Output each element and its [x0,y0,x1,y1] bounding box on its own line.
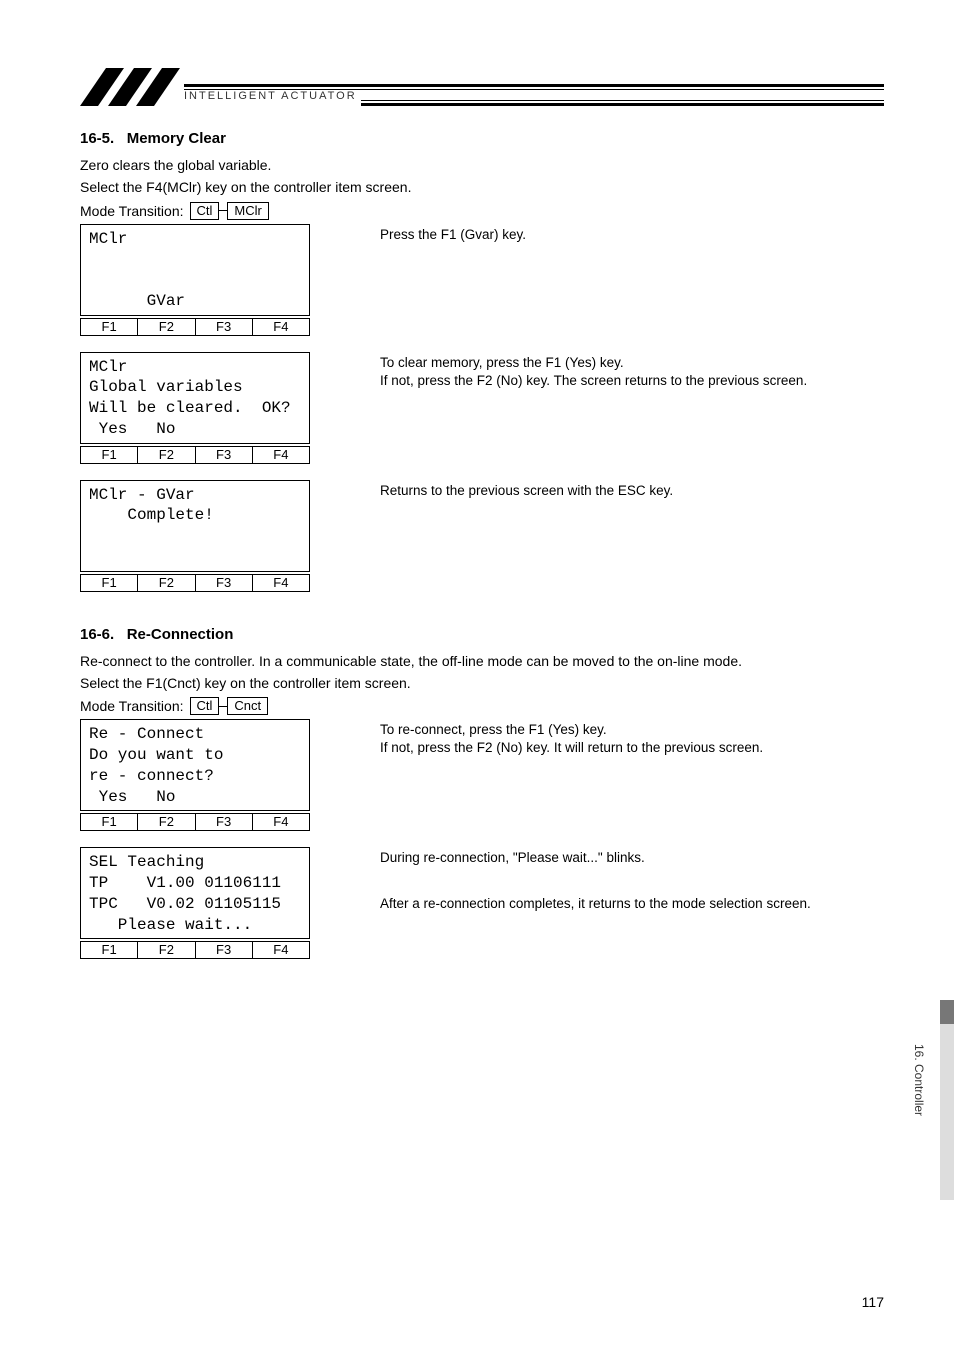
desc-b2-line1: During re-connection, "Please wait..." b… [380,849,884,867]
mode-transition-a: Mode Transition: Ctl MClr [80,202,884,220]
fkey-f3[interactable]: F3 [196,941,253,959]
fkey-row-b1: F1 F2 F3 F4 [80,813,310,831]
fkey-f2[interactable]: F2 [138,446,195,464]
logo-slashes-icon [80,68,180,106]
fkey-row-a2: F1 F2 F3 F4 [80,446,310,464]
fkey-row-a1: F1 F2 F3 F4 [80,318,310,336]
section-a-title: 16-5. Memory Clear [80,130,884,147]
lcd-b2: SEL Teaching TP V1.00 01106111 TPC V0.02… [80,847,310,939]
fkey-row-b2: F1 F2 F3 F4 [80,941,310,959]
mode-box-cnct: Cnct [227,697,268,715]
header-logo-row: INTELLIGENT ACTUATOR [80,68,884,106]
fkey-f2[interactable]: F2 [138,574,195,592]
section-b-title: 16-6. Re-Connection [80,626,884,643]
desc-a2: To clear memory, press the F1 (Yes) key.… [380,352,884,390]
fkey-f2[interactable]: F2 [138,318,195,336]
brand-text: INTELLIGENT ACTUATOR [184,90,357,106]
mode-box-ctl-a: Ctl [190,202,220,220]
fkey-f3[interactable]: F3 [196,318,253,336]
fkey-f1[interactable]: F1 [80,941,138,959]
section-b-num: 16-6. [80,626,114,643]
desc-b1: To re-connect, press the F1 (Yes) key. I… [380,719,884,757]
section-a-intro1: Zero clears the global variable. [80,155,884,175]
mode-label-a: Mode Transition: [80,203,184,219]
fkey-f4[interactable]: F4 [253,446,310,464]
mode-sep-icon [219,706,227,707]
mode-label-b: Mode Transition: [80,698,184,714]
fkey-f3[interactable]: F3 [196,574,253,592]
mode-sep-icon [219,210,227,211]
fkey-row-a3: F1 F2 F3 F4 [80,574,310,592]
fkey-f1[interactable]: F1 [80,318,138,336]
lcd-b1: Re - Connect Do you want to re - connect… [80,719,310,811]
fkey-f2[interactable]: F2 [138,941,195,959]
fkey-f2[interactable]: F2 [138,813,195,831]
mode-box-mclr: MClr [227,202,268,220]
desc-a1: Press the F1 (Gvar) key. [380,224,884,244]
fkey-f4[interactable]: F4 [253,941,310,959]
mode-box-ctl-b: Ctl [190,697,220,715]
fkey-f4[interactable]: F4 [253,318,310,336]
section-b-intro2: Select the F1(Cnct) key on the controlle… [80,673,884,693]
lcd-a1: MClr GVar [80,224,310,316]
fkey-f1[interactable]: F1 [80,574,138,592]
desc-b2-line2: After a re-connection completes, it retu… [380,895,884,913]
fkey-f4[interactable]: F4 [253,574,310,592]
side-tab-label: 16. Controller [912,1044,926,1116]
fkey-f1[interactable]: F1 [80,446,138,464]
section-b-intro1: Re-connect to the controller. In a commu… [80,651,884,671]
side-tab: 16. Controller [928,1000,954,1200]
section-b-title-text: Re-Connection [127,626,234,643]
page-number: 117 [862,1294,884,1310]
section-a-num: 16-5. [80,130,114,147]
mode-transition-b: Mode Transition: Ctl Cnct [80,697,884,715]
section-a-intro2: Select the F4(MClr) key on the controlle… [80,177,884,197]
fkey-f1[interactable]: F1 [80,813,138,831]
fkey-f3[interactable]: F3 [196,813,253,831]
lcd-a3: MClr - GVar Complete! [80,480,310,572]
fkey-f3[interactable]: F3 [196,446,253,464]
lcd-a2: MClr Global variables Will be cleared. O… [80,352,310,444]
fkey-f4[interactable]: F4 [253,813,310,831]
desc-b2: During re-connection, "Please wait..." b… [380,847,884,913]
section-a-title-text: Memory Clear [127,130,226,147]
desc-a3: Returns to the previous screen with the … [380,480,884,500]
